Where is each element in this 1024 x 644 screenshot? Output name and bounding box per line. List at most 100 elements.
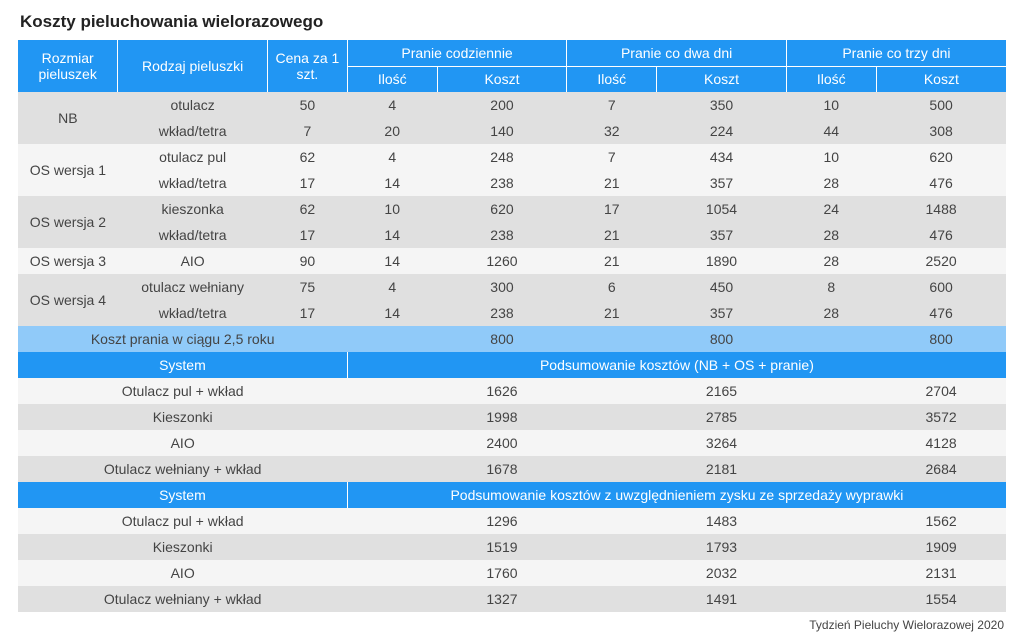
col-type: Rodzaj pieluszki xyxy=(118,40,268,92)
summary-value: 4128 xyxy=(876,430,1006,456)
cell-qty: 4 xyxy=(347,144,437,170)
cell-cost: 140 xyxy=(437,118,567,144)
col-qty: Ilość xyxy=(347,66,437,92)
cell-cost: 357 xyxy=(657,300,787,326)
cell-qty: 7 xyxy=(567,144,657,170)
cell-qty: 14 xyxy=(347,248,437,274)
cell-qty: 20 xyxy=(347,118,437,144)
cell-qty: 6 xyxy=(567,274,657,300)
cell-qty: 14 xyxy=(347,222,437,248)
summary-label: AIO xyxy=(18,430,347,456)
cell-size: OS wersja 2 xyxy=(18,196,118,248)
cell-cost: 1890 xyxy=(657,248,787,274)
section-system: System xyxy=(18,482,347,508)
cell-qty: 28 xyxy=(786,300,876,326)
col-3days: Pranie co trzy dni xyxy=(786,40,1006,66)
section-desc: Podsumowanie kosztów z uwzględnieniem zy… xyxy=(347,482,1006,508)
summary-value: 2684 xyxy=(876,456,1006,482)
cell-cost: 450 xyxy=(657,274,787,300)
cell-type: AIO xyxy=(118,248,268,274)
cell-qty: 8 xyxy=(786,274,876,300)
row-washing-label: Koszt prania w ciągu 2,5 roku xyxy=(18,326,347,352)
cell-qty: 21 xyxy=(567,222,657,248)
cell-qty: 21 xyxy=(567,248,657,274)
cell-qty: 10 xyxy=(786,144,876,170)
cell-size: OS wersja 1 xyxy=(18,144,118,196)
cell-cost: 224 xyxy=(657,118,787,144)
cell-cost: 476 xyxy=(876,300,1006,326)
summary-value: 3572 xyxy=(876,404,1006,430)
summary-value: 1626 xyxy=(437,378,567,404)
summary-value: 1554 xyxy=(876,586,1006,612)
summary-label: Otulacz wełniany + wkład xyxy=(18,586,347,612)
summary-value: 1296 xyxy=(437,508,567,534)
cell-price: 17 xyxy=(267,170,347,196)
cell-type: kieszonka xyxy=(118,196,268,222)
cell-type: otulacz xyxy=(118,92,268,118)
cell-price: 75 xyxy=(267,274,347,300)
summary-label: Kieszonki xyxy=(18,404,347,430)
cell-wash-cost: 800 xyxy=(437,326,567,352)
col-cost: Koszt xyxy=(657,66,787,92)
cell-qty: 14 xyxy=(347,300,437,326)
cell-cost: 620 xyxy=(876,144,1006,170)
summary-value: 2165 xyxy=(657,378,787,404)
cost-table: Rozmiar pieluszekRodzaj pieluszkiCena za… xyxy=(18,40,1006,612)
cell-type: wkład/tetra xyxy=(118,170,268,196)
section-system: System xyxy=(18,352,347,378)
cell-cost: 238 xyxy=(437,170,567,196)
cell-wash-cost: 800 xyxy=(657,326,787,352)
cell-qty: 10 xyxy=(786,92,876,118)
cell-wash-cost: 800 xyxy=(876,326,1006,352)
cell-size: OS wersja 3 xyxy=(18,248,118,274)
cell-qty: 28 xyxy=(786,170,876,196)
cell-price: 7 xyxy=(267,118,347,144)
col-qty: Ilość xyxy=(786,66,876,92)
summary-value: 1519 xyxy=(437,534,567,560)
summary-label: Kieszonki xyxy=(18,534,347,560)
cell-price: 90 xyxy=(267,248,347,274)
summary-value: 2131 xyxy=(876,560,1006,586)
col-price: Cena za 1 szt. xyxy=(267,40,347,92)
col-size: Rozmiar pieluszek xyxy=(18,40,118,92)
col-qty: Ilość xyxy=(567,66,657,92)
cell-cost: 200 xyxy=(437,92,567,118)
summary-value: 1562 xyxy=(876,508,1006,534)
col-cost: Koszt xyxy=(876,66,1006,92)
cell-cost: 350 xyxy=(657,92,787,118)
cell-cost: 476 xyxy=(876,170,1006,196)
summary-value: 2181 xyxy=(657,456,787,482)
cell-cost: 1054 xyxy=(657,196,787,222)
cell-type: wkład/tetra xyxy=(118,118,268,144)
summary-value: 1491 xyxy=(657,586,787,612)
footer-text: Tydzień Pieluchy Wielorazowej 2020 xyxy=(18,618,1004,632)
summary-label: Otulacz pul + wkład xyxy=(18,508,347,534)
cell-qty: 44 xyxy=(786,118,876,144)
cell-cost: 238 xyxy=(437,222,567,248)
summary-value: 2785 xyxy=(657,404,787,430)
cell-cost: 238 xyxy=(437,300,567,326)
cell-qty: 4 xyxy=(347,92,437,118)
page-title: Koszty pieluchowania wielorazowego xyxy=(20,12,1006,32)
cell-cost: 500 xyxy=(876,92,1006,118)
cell-cost: 300 xyxy=(437,274,567,300)
cell-cost: 1488 xyxy=(876,196,1006,222)
cell-price: 17 xyxy=(267,222,347,248)
cell-type: otulacz pul xyxy=(118,144,268,170)
cell-price: 17 xyxy=(267,300,347,326)
cell-size: NB xyxy=(18,92,118,144)
summary-value: 1327 xyxy=(437,586,567,612)
summary-value: 1998 xyxy=(437,404,567,430)
summary-value: 1678 xyxy=(437,456,567,482)
cell-qty: 24 xyxy=(786,196,876,222)
cell-cost: 308 xyxy=(876,118,1006,144)
summary-value: 1909 xyxy=(876,534,1006,560)
col-2days: Pranie co dwa dni xyxy=(567,40,787,66)
cell-qty: 17 xyxy=(567,196,657,222)
cell-qty: 7 xyxy=(567,92,657,118)
summary-value: 2400 xyxy=(437,430,567,456)
col-cost: Koszt xyxy=(437,66,567,92)
cell-cost: 2520 xyxy=(876,248,1006,274)
summary-label: Otulacz wełniany + wkład xyxy=(18,456,347,482)
cell-size: OS wersja 4 xyxy=(18,274,118,326)
